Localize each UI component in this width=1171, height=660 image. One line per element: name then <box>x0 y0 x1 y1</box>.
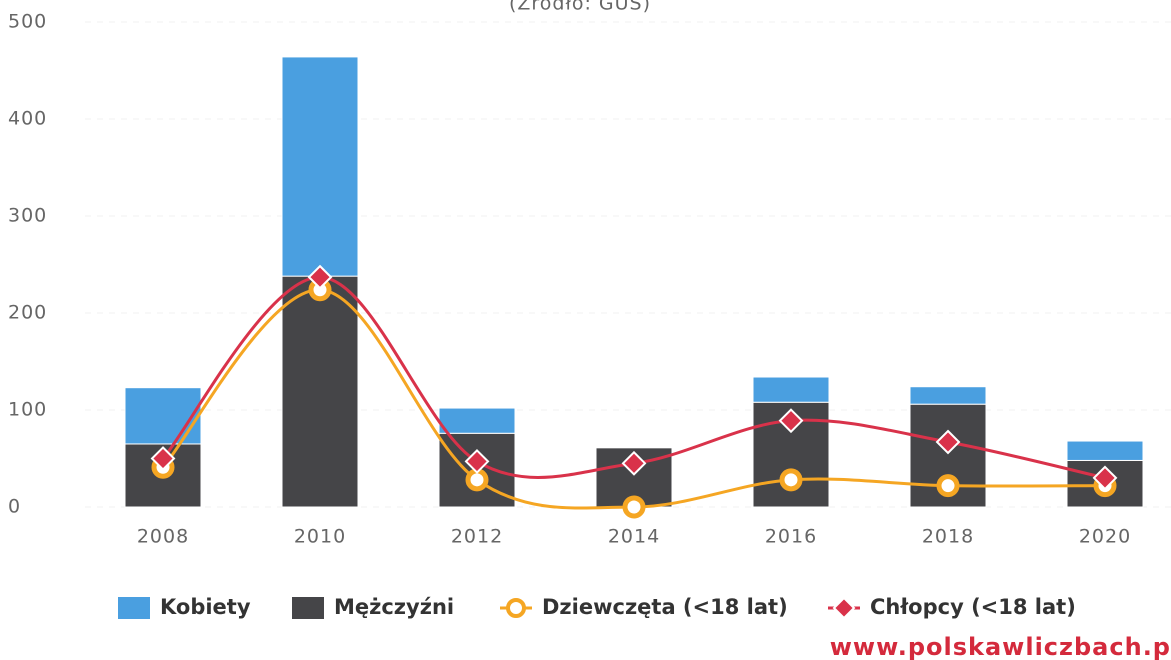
x-tick-label: 2012 <box>451 526 503 548</box>
marker <box>1092 465 1118 491</box>
legend-swatch <box>506 598 526 618</box>
marker <box>779 468 803 492</box>
marker <box>622 495 646 519</box>
marker <box>464 448 490 474</box>
watermark: www.polskawliczbach.p <box>830 633 1171 660</box>
marker <box>150 446 176 471</box>
y-tick-label: 100 <box>8 399 47 421</box>
y-tick-label: 300 <box>8 205 47 227</box>
legend-label: Chłopcy (<18 lat) <box>870 595 1076 619</box>
bar <box>281 56 359 277</box>
legend-swatch <box>832 596 856 620</box>
x-tick-label: 2016 <box>765 526 817 548</box>
y-tick-label: 200 <box>8 302 47 324</box>
bar <box>281 275 359 508</box>
bar <box>1066 440 1144 461</box>
x-tick-label: 2010 <box>294 526 346 548</box>
y-tick-label: 0 <box>8 496 21 518</box>
x-tick-label: 2008 <box>137 526 189 548</box>
x-tick-label: 2018 <box>922 526 974 548</box>
chart-subtitle: (Źródło: GUS) <box>509 0 651 15</box>
y-tick-label: 400 <box>8 108 47 130</box>
marker <box>307 264 333 290</box>
marker <box>935 429 961 455</box>
marker <box>778 408 804 434</box>
x-tick-label: 2014 <box>608 526 660 548</box>
legend-swatch <box>292 597 324 619</box>
legend-label: Kobiety <box>160 595 251 619</box>
x-tick-label: 2020 <box>1079 526 1131 548</box>
legend-label: Dziewczęta (<18 lat) <box>542 595 788 619</box>
bar <box>909 386 987 405</box>
legend-swatch <box>118 597 150 619</box>
marker <box>621 450 647 476</box>
bar <box>124 387 202 445</box>
marker <box>936 474 960 498</box>
y-tick-label: 500 <box>8 11 47 33</box>
bar <box>752 376 830 403</box>
legend-label: Mężczyźni <box>334 595 454 619</box>
bar <box>438 407 516 434</box>
